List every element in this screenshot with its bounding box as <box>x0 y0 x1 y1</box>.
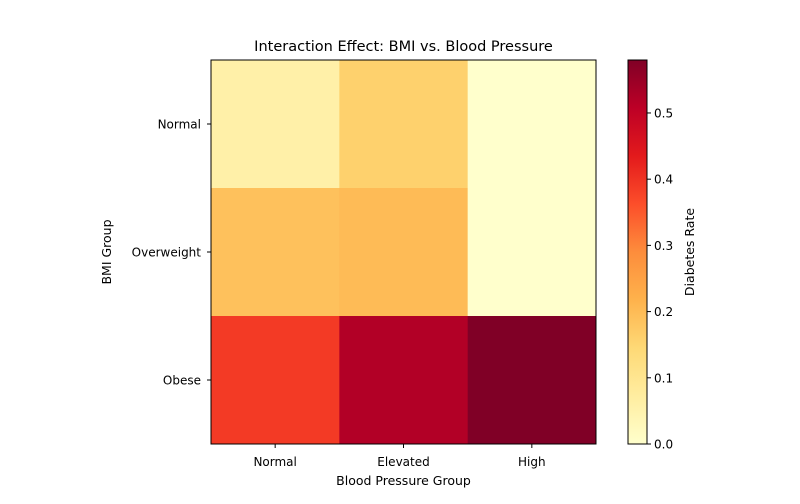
x-axis-label: Blood Pressure Group <box>336 473 471 488</box>
x-axis-ticks: Normal Elevated High <box>253 444 546 469</box>
colorbar-tick-label: 0.5 <box>654 106 673 120</box>
heatmap-cell <box>339 316 469 445</box>
colorbar-tick-label: 0.3 <box>654 239 673 253</box>
y-tick-label: Obese <box>163 374 201 388</box>
x-tick-label: Elevated <box>377 455 429 469</box>
colorbar-tick-label: 0.4 <box>654 173 673 187</box>
heatmap-cell <box>211 60 340 189</box>
colorbar-ticks: 0.0 0.1 0.2 0.3 0.4 0.5 <box>647 106 673 452</box>
heatmap-cell <box>339 60 469 189</box>
x-tick-label: Normal <box>253 455 296 469</box>
y-axis-ticks: Normal Overweight Obese <box>132 118 211 388</box>
heatmap-cell <box>467 60 597 189</box>
colorbar <box>627 59 648 445</box>
y-tick-label: Overweight <box>132 246 202 260</box>
heatmap-cell <box>467 188 597 317</box>
heatmap-cell <box>467 316 597 445</box>
heatmap-cells <box>211 60 597 445</box>
heatmap-cell <box>211 188 340 317</box>
colorbar-tick-label: 0.2 <box>654 305 673 319</box>
y-axis-label: BMI Group <box>99 219 114 284</box>
colorbar-tick-label: 0.0 <box>654 438 673 452</box>
colorbar-tick-label: 0.1 <box>654 371 673 385</box>
heatmap-cell <box>211 316 340 445</box>
y-tick-label: Normal <box>158 118 201 132</box>
colorbar-label: Diabetes Rate <box>682 208 697 296</box>
chart-title: Interaction Effect: BMI vs. Blood Pressu… <box>254 39 553 55</box>
x-tick-label: High <box>518 455 546 469</box>
heatmap-cell <box>339 188 469 317</box>
